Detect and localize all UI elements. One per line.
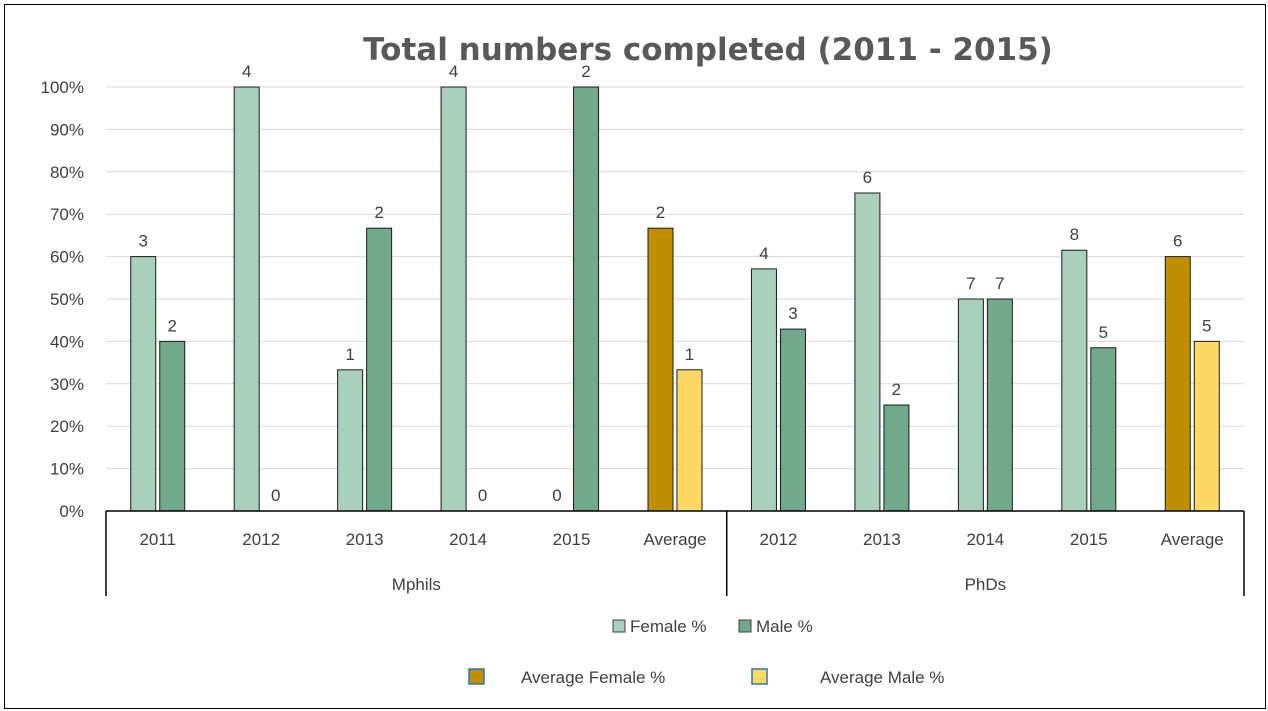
group-label: PhDs [965,575,1007,594]
x-tick-label: 2015 [553,530,591,549]
x-tick-label: Average [1161,530,1224,549]
data-label: 3 [788,304,797,323]
data-label: 4 [449,62,458,81]
data-label: 8 [1070,225,1079,244]
y-tick-label: 80% [50,163,84,182]
data-label: 4 [759,244,768,263]
bar [573,86,600,512]
legend-swatch-avg-male [751,668,768,685]
bar [1164,256,1191,512]
legend-swatch-male [738,619,752,633]
bar [337,369,364,512]
data-label: 5 [1202,316,1211,335]
bar [676,369,703,512]
y-axis-ticks: 0% 10% 20% 30% 40% 50% 60% 70% 80% 90% 100% [41,78,84,521]
x-tick-label: 2011 [139,530,176,549]
x-tick-label: Average [643,530,706,549]
x-tick-label: 2012 [760,530,798,549]
bar [233,86,260,512]
bar [366,227,393,512]
data-label: 0 [478,486,487,505]
data-label: 2 [656,203,665,222]
legend-label-avg-female: Average Female % [521,668,665,687]
bars [130,86,1220,512]
y-tick-label: 40% [50,332,84,351]
x-tick-label: 2012 [242,530,280,549]
y-tick-label: 0% [59,502,84,521]
y-tick-label: 30% [50,375,84,394]
x-tick-label: 2014 [966,530,1004,549]
bar [1061,249,1088,512]
data-label: 1 [685,345,694,364]
data-label: 7 [995,274,1004,293]
y-tick-label: 100% [41,78,84,97]
bar [1193,340,1220,512]
bar [883,404,910,512]
data-label: 0 [271,486,280,505]
chart-frame [4,4,1266,709]
y-tick-label: 70% [50,205,84,224]
gridlines [106,86,1244,470]
legend: Female % Male % Average Female % Average Ma… [468,617,944,687]
data-label: 2 [167,316,176,335]
x-tick-label: 2013 [863,530,901,549]
bar [986,298,1013,512]
data-label: 4 [242,62,251,81]
y-tick-label: 10% [50,460,84,479]
group-label: Mphils [392,575,441,594]
data-label: 6 [1173,232,1182,251]
legend-label-avg-male: Average Male % [820,668,944,687]
bar [750,268,777,512]
bar [159,340,186,512]
bar [957,298,984,512]
data-label: 0 [552,486,561,505]
data-label: 3 [138,232,147,251]
bar [779,328,806,512]
legend-label-female: Female % [630,617,707,636]
data-label: 2 [374,203,383,222]
x-tick-label: 2014 [449,530,487,549]
data-label: 2 [581,62,590,81]
chart-title: Total numbers completed (2011 - 2015) [363,32,1053,68]
y-tick-label: 90% [50,120,84,139]
data-label: 6 [863,168,872,187]
data-label: 5 [1099,323,1108,342]
legend-label-male: Male % [756,617,813,636]
y-tick-label: 60% [50,248,84,267]
legend-swatch-avg-female [468,668,485,685]
data-label: 7 [966,274,975,293]
x-axis: 2011 2012 2013 2014 2015 Average 2012 2013 2014 2… [105,510,1245,596]
bar [130,256,157,512]
bar [440,86,467,512]
bar [1090,347,1117,512]
bar [647,227,674,512]
y-tick-label: 20% [50,417,84,436]
bar [854,192,881,512]
y-tick-label: 50% [50,290,84,309]
x-tick-label: 2013 [346,530,384,549]
x-tick-label: 2015 [1070,530,1108,549]
data-label: 2 [892,380,901,399]
legend-swatch-female [612,619,626,633]
data-label: 1 [345,345,354,364]
data-labels: 3 2 4 0 1 2 4 0 0 2 2 1 4 3 6 2 7 7 8 5 6 5 [138,62,1211,505]
